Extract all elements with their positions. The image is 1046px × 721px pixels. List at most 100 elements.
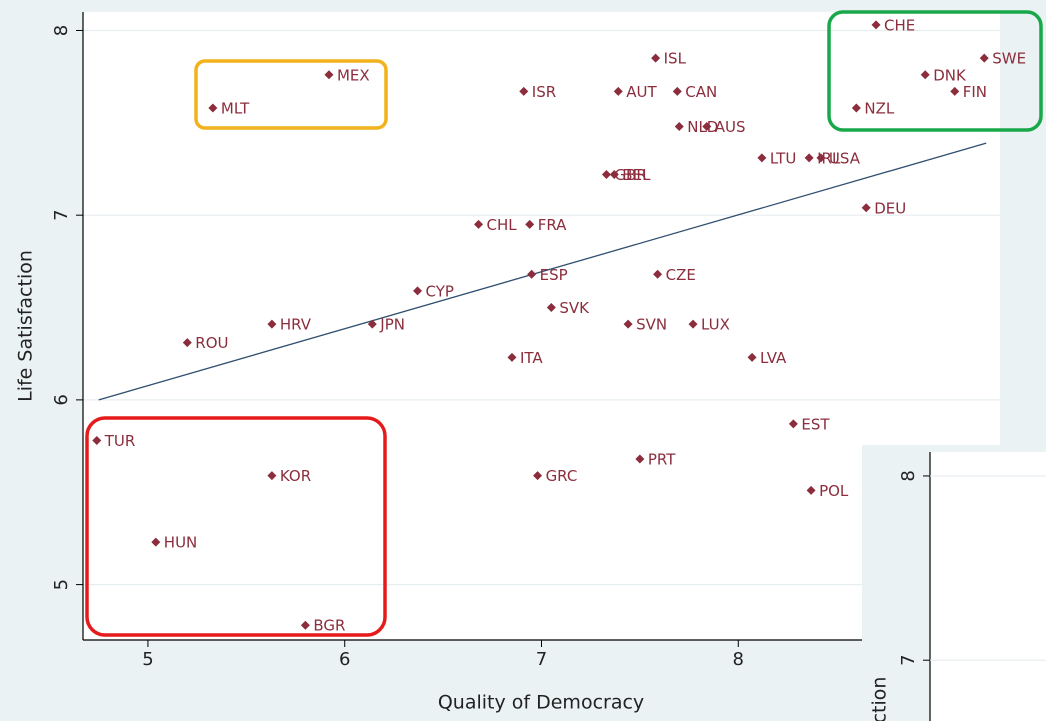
point <box>367 319 377 329</box>
point-label: ISR <box>532 83 556 101</box>
point <box>182 338 192 348</box>
point-label: MLT <box>221 100 250 118</box>
point <box>806 485 816 495</box>
point-label: CYP <box>426 282 454 300</box>
highlight-box <box>194 59 388 130</box>
x-axis-title: Quality of Democracy <box>438 692 644 714</box>
point-label: LTU <box>770 149 796 167</box>
x-tick-label: 5 <box>142 649 153 670</box>
point-label: ESP <box>540 266 568 284</box>
point <box>208 103 218 113</box>
point <box>950 86 960 96</box>
point-label: HRV <box>280 316 312 334</box>
point-label: AUS <box>715 118 746 136</box>
point <box>672 86 682 96</box>
point <box>546 303 556 313</box>
point <box>609 170 619 180</box>
point <box>816 153 826 163</box>
point <box>757 153 767 163</box>
point <box>788 419 798 429</box>
y-tick-label: 8 <box>51 25 72 36</box>
point <box>651 53 661 63</box>
point <box>804 153 814 163</box>
highlight-box <box>827 10 1043 132</box>
point-label: SWE <box>992 50 1026 68</box>
point-label: IRL <box>817 149 841 167</box>
point <box>267 319 277 329</box>
point-label: TUR <box>104 432 136 450</box>
point <box>519 86 529 96</box>
point <box>151 537 161 547</box>
point <box>702 122 712 132</box>
point <box>267 471 277 481</box>
point <box>613 86 623 96</box>
inset-y-tick-label: 8 <box>898 470 919 481</box>
point-label: MEX <box>337 66 370 84</box>
inset-y-tick-label: 7 <box>898 654 919 665</box>
point <box>527 269 537 279</box>
point <box>92 436 102 446</box>
point <box>413 286 423 296</box>
point-label: CZE <box>666 266 696 284</box>
point <box>747 352 757 362</box>
point-label: ITA <box>520 349 543 367</box>
point <box>851 103 861 113</box>
point <box>653 269 663 279</box>
point-label: FIN <box>963 83 987 101</box>
point-label: BEL <box>622 166 651 184</box>
point <box>601 170 611 180</box>
point-label: CAN <box>685 83 717 101</box>
point <box>688 319 698 329</box>
point-label: EST <box>801 415 830 433</box>
y-axis-title: Life Satisfaction <box>15 250 37 402</box>
point-label: NZL <box>864 100 894 118</box>
point <box>635 454 645 464</box>
point-label: HUN <box>164 534 197 552</box>
point-label: AUT <box>626 83 657 101</box>
point <box>871 20 881 30</box>
point <box>861 203 871 213</box>
point-label: PRT <box>648 450 676 468</box>
x-tick-label: 8 <box>733 649 744 670</box>
point <box>474 219 484 229</box>
point-label: LUX <box>701 316 730 334</box>
point-label: DNK <box>933 66 967 84</box>
point <box>525 219 535 229</box>
inset-y-axis-title: ction <box>869 677 891 721</box>
point-label: ROU <box>195 334 228 352</box>
point-label: KOR <box>280 467 311 485</box>
point <box>623 319 633 329</box>
point <box>979 53 989 63</box>
point-label: SVN <box>636 316 667 334</box>
point <box>920 70 930 80</box>
point <box>324 70 334 80</box>
trend-line <box>98 142 987 401</box>
point-label: FRA <box>538 216 567 234</box>
point <box>507 352 517 362</box>
point-label: USA <box>829 149 861 167</box>
point <box>300 620 310 630</box>
point-label: CHL <box>487 216 518 234</box>
x-tick-label: 7 <box>536 649 547 670</box>
point-label: GBR <box>614 166 646 184</box>
point-label: JPN <box>379 316 405 334</box>
inset-plot-area <box>930 452 1046 721</box>
point <box>533 471 543 481</box>
point-label: DEU <box>874 199 906 217</box>
point-label: ISL <box>664 50 687 68</box>
y-tick-label: 6 <box>51 394 72 405</box>
point-label: CHE <box>884 16 915 34</box>
plot-area <box>83 12 1000 640</box>
point <box>674 122 684 132</box>
point-label: GRC <box>546 467 578 485</box>
y-tick-label: 5 <box>51 579 72 590</box>
point-label: LVA <box>760 349 787 367</box>
point-label: SVK <box>559 299 590 317</box>
point-label: BGR <box>313 617 345 635</box>
point-label: POL <box>819 482 849 500</box>
y-tick-label: 7 <box>51 209 72 220</box>
x-tick-label: 6 <box>339 649 350 670</box>
highlight-box <box>85 416 387 637</box>
